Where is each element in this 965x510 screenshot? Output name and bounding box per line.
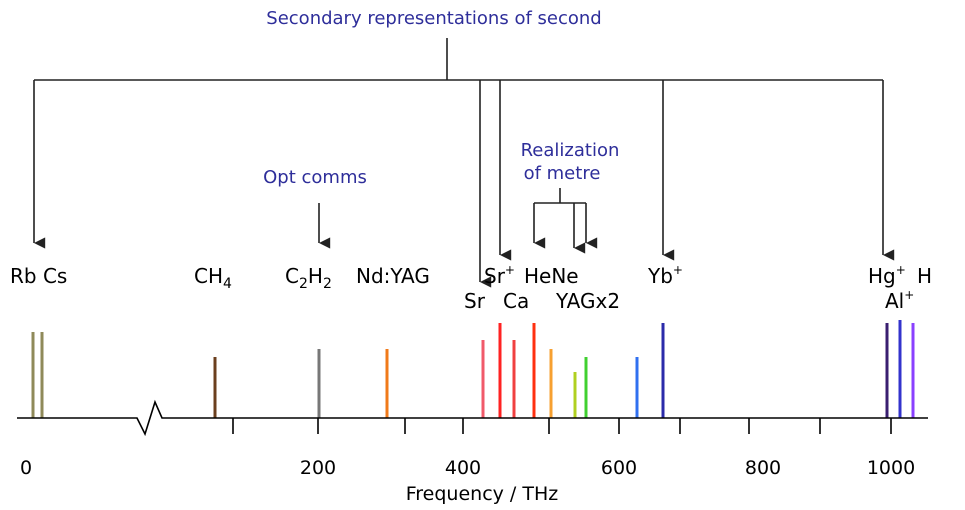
label-sr-ion: Sr+ [484, 263, 515, 288]
tick-label-200: 200 [300, 457, 336, 479]
label-ch4: CH4 [194, 264, 232, 292]
label-ca: Ca [503, 289, 529, 313]
label-al-ion: Al+ [885, 288, 914, 313]
label-hg-ion: Hg+ [868, 263, 906, 288]
label-ndyag: Nd:YAG [356, 264, 430, 288]
opt-comms-label: Opt comms [263, 167, 367, 188]
frequency-axis [17, 399, 928, 437]
label-hene: HeNe [524, 264, 579, 288]
tick-label-1000: 1000 [867, 457, 915, 479]
tick-label-600: 600 [601, 457, 637, 479]
label-sr: Sr [464, 289, 486, 313]
secondary-bracket [33, 38, 895, 288]
label-rb-cs: Rb Cs [10, 264, 67, 288]
realization-bracket [533, 188, 598, 254]
axis-line-with-break [17, 399, 928, 437]
label-c2h2: C2H2 [285, 264, 332, 292]
tick-label-800: 800 [745, 457, 781, 479]
label-yb-ion: Yb+ [647, 263, 683, 288]
spectral-lines [31, 320, 915, 418]
realization-label-line1: Realization [521, 140, 620, 161]
realization-label-line2: of metre [524, 163, 601, 184]
label-yagx2: YAGx2 [555, 289, 620, 313]
secondary-representations-heading: Secondary representations of second [266, 8, 601, 29]
axis-title: Frequency / THz [406, 483, 559, 505]
tick-label-0: 0 [20, 457, 32, 479]
label-h: H [917, 264, 932, 288]
tick-label-400: 400 [445, 457, 481, 479]
